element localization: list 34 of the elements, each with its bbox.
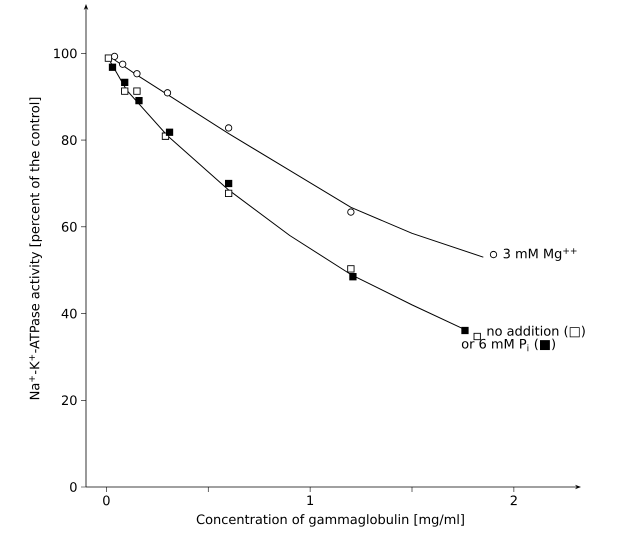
point	[224, 124, 232, 132]
point	[110, 52, 118, 60]
point	[135, 96, 143, 104]
point	[133, 70, 141, 78]
y-tick-label: 0	[70, 482, 77, 492]
y-tick-label: 80	[62, 135, 77, 145]
y-tick-label: 20	[62, 395, 77, 406]
x-tick-label: 1	[307, 496, 314, 505]
y-axis-title: Na$^{+}$-K$^{+}$-ATPase activity [percent of the control]	[29, 98, 42, 400]
point	[224, 180, 232, 188]
point	[121, 87, 128, 95]
point	[347, 265, 355, 273]
point	[166, 128, 174, 136]
series-label: or 6 mM P$_{i}$ (■)	[462, 338, 555, 352]
point	[490, 250, 498, 258]
point	[349, 273, 357, 280]
point	[133, 87, 141, 95]
point	[224, 190, 232, 198]
point	[461, 326, 469, 334]
point	[104, 54, 112, 62]
x-axis-title: Concentration of gammaglobulin [mg/ml]	[196, 514, 464, 527]
point	[164, 89, 172, 96]
y-tick-label: 100	[54, 48, 77, 58]
point	[108, 64, 116, 71]
point	[474, 332, 481, 340]
y-tick-label: 60	[62, 222, 77, 232]
series-label: no addition (□)	[488, 326, 585, 338]
point	[121, 78, 128, 86]
x-tick-label: 0	[103, 496, 110, 506]
point	[347, 208, 355, 216]
series-label: 3 mM Mg$^{++}$	[504, 248, 577, 261]
x-tick-label: 2	[510, 496, 517, 506]
y-tick-label: 40	[62, 308, 77, 318]
point	[119, 60, 126, 68]
